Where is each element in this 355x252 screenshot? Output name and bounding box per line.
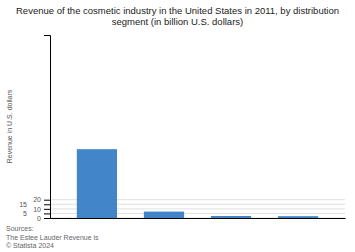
- chart-svg: Revenue of the cosmetic industry in the …: [0, 0, 355, 252]
- y-tick: 10: [33, 206, 50, 213]
- bar: [77, 149, 117, 218]
- bar: [211, 216, 251, 218]
- y-tick-label: 15: [19, 201, 27, 208]
- bar: [278, 216, 318, 218]
- y-tick-mark: [44, 213, 50, 214]
- y-tick: 0: [37, 215, 50, 222]
- y-tick-mark: [44, 209, 50, 210]
- y-tick-label: 5: [23, 210, 27, 217]
- y-axis-line: [44, 36, 51, 219]
- annotation: Sources:The Estee Lauder Revenue is© Sta…: [6, 225, 99, 249]
- y-tick-mark: [44, 204, 50, 205]
- plot-area: 0 5 10 15 20 Revenue in U.S. dollars: [6, 36, 346, 222]
- y-tick-label: 10: [33, 206, 41, 213]
- y-tick: 20: [33, 196, 50, 203]
- y-tick-label: 0: [37, 215, 41, 222]
- bar: [144, 212, 184, 218]
- y-axis: 0 5 10 15 20: [19, 36, 50, 222]
- title: Revenue of the cosmetic industry in the …: [16, 5, 339, 28]
- bars: [77, 149, 318, 218]
- y-tick-mark: [44, 218, 50, 219]
- x-axis-line: [51, 218, 346, 219]
- y-tick-mark: [44, 200, 50, 201]
- x-axis: [51, 218, 346, 220]
- y-axis-title: Revenue in U.S. dollars: [6, 89, 13, 163]
- y-tick-label: 20: [33, 196, 41, 203]
